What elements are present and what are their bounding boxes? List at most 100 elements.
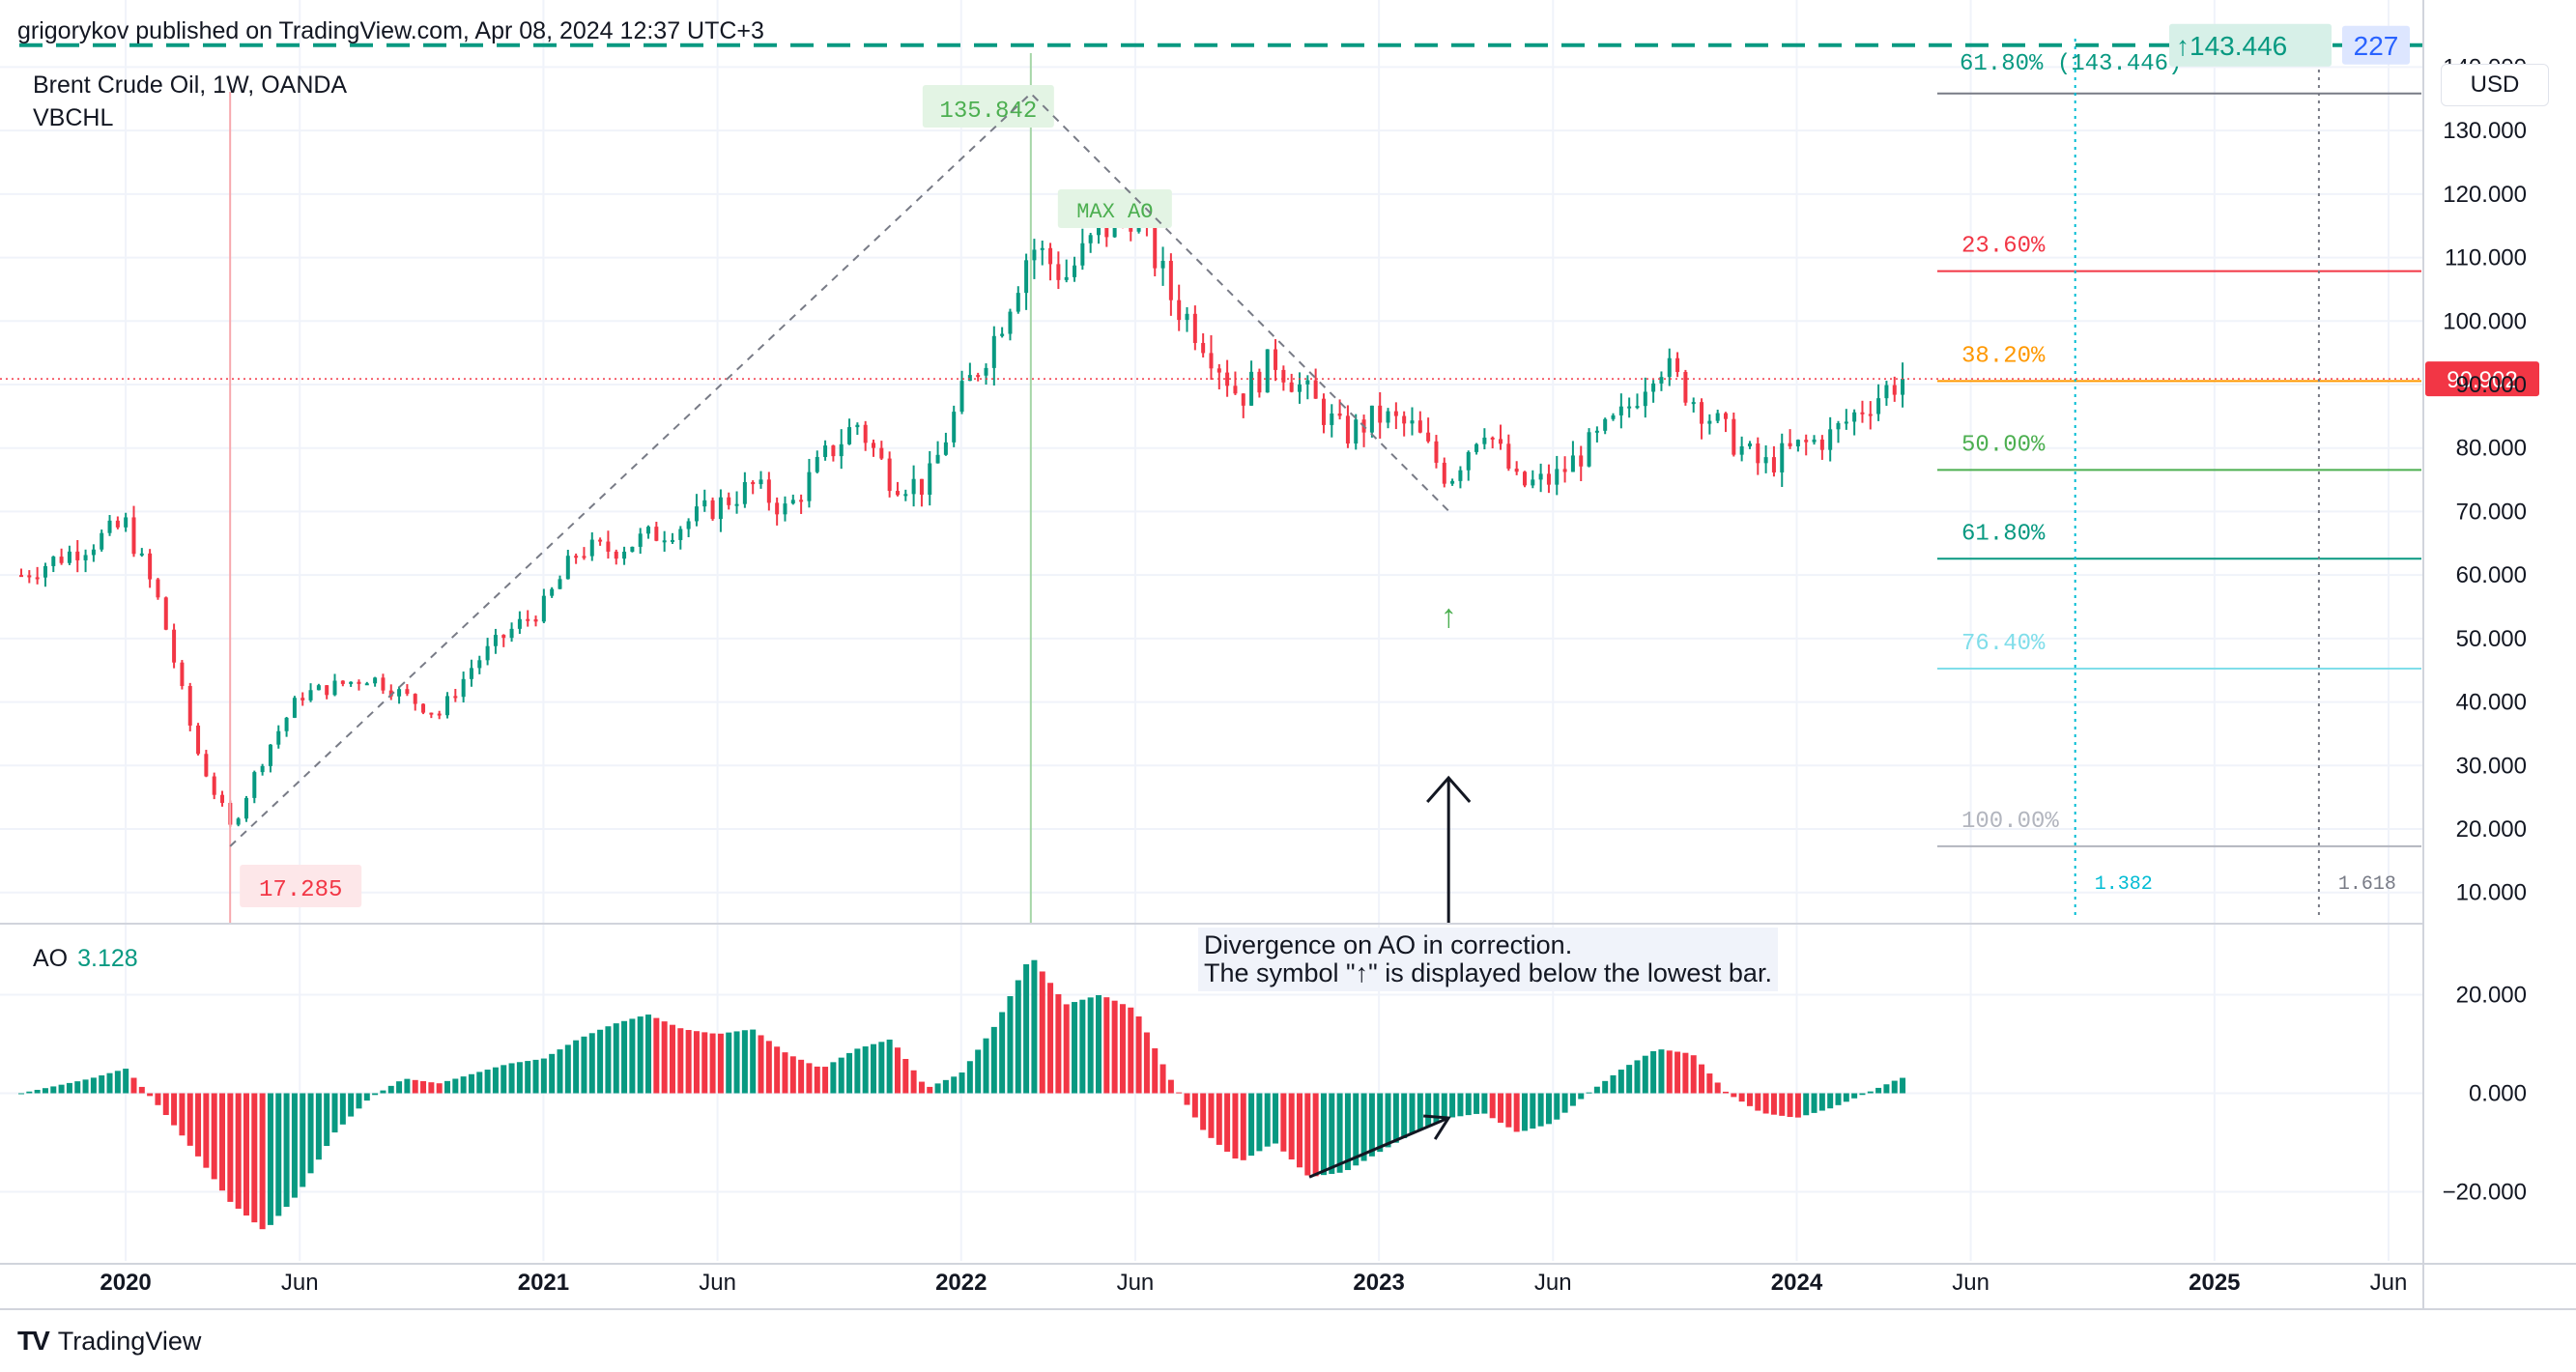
ao-bar xyxy=(1425,1093,1432,1127)
candle-body xyxy=(1104,223,1109,238)
ao-legend[interactable]: AO 3.128 xyxy=(33,945,138,973)
candle-body xyxy=(1683,371,1688,403)
candle-body xyxy=(1667,357,1672,378)
ao-bar xyxy=(838,1057,844,1094)
ao-bar xyxy=(235,1093,242,1209)
ao-bar xyxy=(669,1024,675,1094)
ao-bar xyxy=(82,1079,89,1094)
ao-tick-label: 20.000 xyxy=(2456,982,2527,1008)
candle-body xyxy=(1024,260,1029,294)
symbol-title[interactable]: Brent Crude Oil, 1W, OANDA xyxy=(33,71,348,99)
ao-bar xyxy=(468,1073,474,1094)
tradingview-logo-icon: TV xyxy=(17,1326,50,1356)
ao-bar xyxy=(476,1072,483,1094)
candle-body xyxy=(911,478,916,495)
candle-body xyxy=(614,551,618,559)
candle-body xyxy=(863,424,868,443)
candle-body xyxy=(308,690,313,700)
ao-bar xyxy=(661,1021,668,1094)
ao-bar xyxy=(1377,1093,1384,1153)
ao-bar xyxy=(1449,1093,1456,1118)
candle-body xyxy=(654,527,659,541)
candle-body xyxy=(204,754,209,777)
candle-body xyxy=(839,443,844,457)
ao-bar xyxy=(501,1065,507,1094)
ao-bar xyxy=(1256,1093,1263,1152)
ao-bar xyxy=(1103,997,1110,1094)
candle-body xyxy=(1844,421,1848,424)
ao-bar xyxy=(1723,1091,1730,1094)
candle-body xyxy=(461,678,466,698)
candle-body xyxy=(1876,398,1881,414)
ao-bar xyxy=(1288,1093,1295,1160)
ao-bar xyxy=(1015,980,1021,1094)
ao-bar xyxy=(1417,1093,1423,1130)
candle-body xyxy=(107,520,112,533)
candle-body xyxy=(550,588,555,596)
candle-body xyxy=(43,565,47,578)
ao-bar xyxy=(1900,1077,1906,1094)
candle-body xyxy=(1715,413,1720,421)
ao-bar xyxy=(34,1089,41,1094)
ao-bar xyxy=(1200,1093,1207,1130)
candle-body xyxy=(75,551,80,560)
ao-bar xyxy=(26,1091,33,1094)
currency-button[interactable]: USD xyxy=(2441,64,2549,106)
ao-bar xyxy=(1554,1093,1560,1120)
ao-bar xyxy=(765,1041,772,1094)
note-line-2: The symbol "↑" is displayed below the lo… xyxy=(1204,958,1772,987)
ao-bar xyxy=(420,1080,427,1094)
ao-bar xyxy=(1803,1093,1810,1116)
ao-bar xyxy=(557,1049,563,1094)
candle-body xyxy=(332,680,337,696)
candle-body xyxy=(236,818,241,825)
candle-body xyxy=(91,549,96,556)
candle-body xyxy=(1522,472,1527,486)
ao-bar xyxy=(597,1029,604,1094)
ao-bar xyxy=(50,1086,57,1094)
divergence-note[interactable]: Divergence on AO in correction. The symb… xyxy=(1198,928,1778,991)
price-tick-label: 60.000 xyxy=(2456,562,2527,588)
candle-body xyxy=(27,575,32,578)
candle-body xyxy=(421,703,426,713)
candle-body xyxy=(1160,260,1165,269)
ao-bar xyxy=(1385,1093,1391,1148)
candle-body xyxy=(485,645,490,661)
candle-body xyxy=(1080,243,1085,266)
candle-body xyxy=(349,681,354,684)
ao-bar xyxy=(1119,1004,1126,1094)
candle-body xyxy=(1378,405,1383,423)
price-tick-label: 90.000 xyxy=(2456,372,2527,398)
candle-body xyxy=(1281,369,1286,383)
ao-bar xyxy=(774,1046,781,1094)
candle-body xyxy=(766,479,771,503)
time-tick-label: 2024 xyxy=(1771,1270,1823,1296)
ao-bar xyxy=(331,1093,338,1133)
ao-value: 3.128 xyxy=(77,945,138,972)
ao-bar xyxy=(983,1038,989,1094)
candle-body xyxy=(1675,357,1680,372)
indicator-name[interactable]: VBCHL xyxy=(33,104,114,131)
candle-body xyxy=(1860,412,1865,414)
ao-bar xyxy=(1216,1093,1222,1145)
candle-body xyxy=(1659,377,1664,384)
tradingview-brand[interactable]: TV TradingView xyxy=(17,1326,201,1357)
ao-bar xyxy=(99,1075,105,1094)
divergence-arrow-head xyxy=(1423,1114,1451,1140)
candle-body xyxy=(1000,333,1005,336)
candle-body xyxy=(243,797,248,819)
candle-body xyxy=(1852,412,1857,422)
ao-bar xyxy=(1401,1093,1408,1138)
candle-body xyxy=(1819,439,1824,450)
price-tick-label: 110.000 xyxy=(2445,245,2527,272)
ao-bar xyxy=(387,1085,394,1094)
ao-label: AO xyxy=(33,945,69,972)
candle-body xyxy=(1603,418,1608,431)
candle-body xyxy=(1587,432,1591,467)
ao-bar xyxy=(275,1093,282,1216)
ao-bar xyxy=(1135,1016,1142,1094)
price-tick-label: 130.000 xyxy=(2443,118,2527,144)
candle-body xyxy=(1795,440,1800,446)
candle-body xyxy=(751,481,756,485)
